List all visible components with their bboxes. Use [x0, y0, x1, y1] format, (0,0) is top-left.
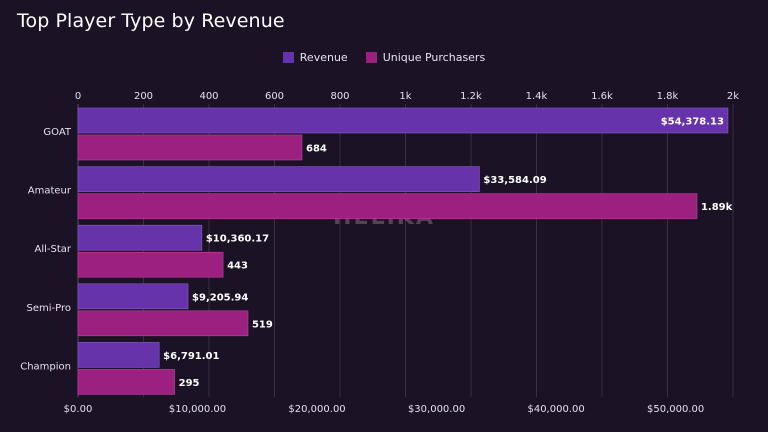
bar-unique-purchasers	[77, 251, 224, 278]
bottom-axis-tick-label: $40,000.00	[527, 404, 584, 415]
bottom-axis-tick-label: $30,000.00	[408, 404, 465, 415]
bar-revenue	[77, 342, 160, 368]
top-axis-tick-label: 200	[134, 91, 153, 102]
data-label-revenue: $10,360.17	[206, 234, 269, 245]
bottom-axis-tick-label: $20,000.00	[288, 404, 345, 415]
top-axis-tick-label: 1.4k	[526, 91, 548, 102]
category-label: Amateur	[28, 186, 72, 197]
category-label: GOAT	[43, 127, 72, 138]
bottom-axis-tick-label: $50,000.00	[647, 404, 704, 415]
category-label: All-Star	[34, 244, 71, 255]
data-label-revenue: $54,378.13	[661, 117, 724, 128]
bar-unique-purchasers	[77, 193, 698, 219]
data-label-unique-purchasers: 519	[252, 319, 273, 330]
data-label-unique-purchasers: 684	[306, 144, 327, 155]
top-axis-tick-label: 1.2k	[460, 91, 482, 102]
legend-item-unique-purchasers[interactable]: Unique Purchasers	[365, 51, 486, 64]
top-axis-tick-label: 0	[75, 91, 81, 102]
bottom-axis-tick-label: $10,000.00	[169, 404, 226, 415]
chart-title: Top Player Type by Revenue	[17, 10, 285, 32]
top-axis-tick-label: 400	[199, 91, 218, 102]
legend-swatch-unique-purchasers	[365, 52, 377, 63]
category-label: Champion	[20, 361, 71, 372]
top-axis-tick-label: 600	[265, 91, 284, 102]
legend-label-unique-purchasers: Unique Purchasers	[382, 51, 486, 64]
bar-unique-purchasers	[77, 134, 303, 161]
legend-label-revenue: Revenue	[299, 51, 348, 64]
data-label-revenue: $9,205.94	[192, 292, 248, 303]
bar-revenue	[77, 166, 480, 192]
top-axis-tick-label: 1k	[399, 91, 411, 102]
top-axis-tick-label: 800	[330, 91, 349, 102]
bar-revenue	[77, 224, 203, 251]
data-label-unique-purchasers: 1.89k	[701, 202, 733, 213]
data-label-unique-purchasers: 295	[179, 378, 200, 389]
top-axis-tick-label: 1.6k	[591, 91, 613, 102]
data-label-revenue: $6,791.01	[163, 351, 219, 362]
category-label: Semi-Pro	[27, 303, 72, 314]
top-axis-tick-label: 1.8k	[657, 91, 679, 102]
data-label-revenue: $33,584.09	[483, 175, 546, 186]
legend-swatch-revenue	[282, 52, 294, 63]
bar-revenue	[77, 107, 729, 134]
legend-item-revenue[interactable]: Revenue	[282, 51, 348, 64]
legend: Revenue Unique Purchasers	[0, 51, 768, 64]
bar-revenue	[77, 283, 189, 310]
bottom-axis-tick-label: $0.00	[64, 404, 93, 415]
data-label-unique-purchasers: 443	[227, 261, 248, 272]
bar-unique-purchasers	[77, 369, 175, 395]
top-axis-tick-label: 2k	[727, 91, 739, 102]
bar-unique-purchasers	[77, 310, 249, 337]
